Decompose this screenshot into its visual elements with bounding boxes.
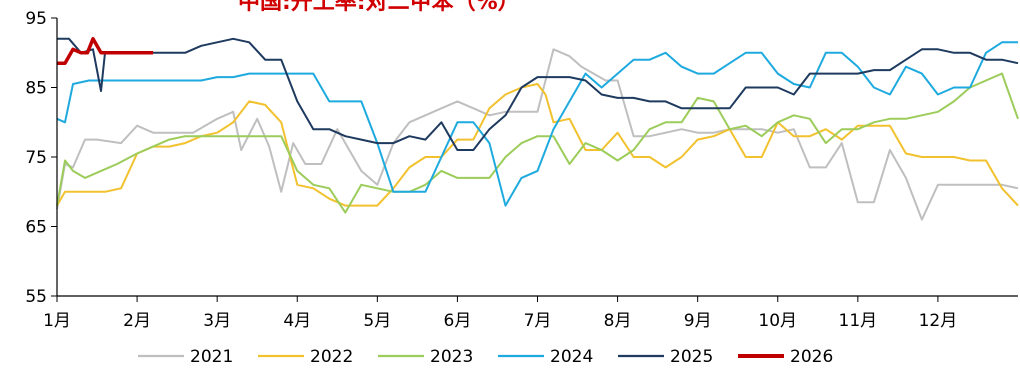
series-line-2025 (57, 37, 1019, 151)
y-tick-label: 65 (25, 218, 47, 238)
axes-layer (56, 18, 1018, 297)
series-line-2023 (56, 72, 1019, 214)
x-tick-label: 6月 (444, 311, 472, 331)
legend-label-2024: 2024 (550, 347, 593, 367)
series-line-2026 (57, 37, 154, 65)
y-tick-label: 95 (25, 9, 47, 29)
x-tick-label: 2月 (123, 311, 151, 331)
x-tick-label: 3月 (203, 311, 231, 331)
series-line-2021 (56, 48, 1019, 221)
x-tick-label: 8月 (604, 311, 632, 331)
legend: 2021 2022 2023 2024 2025 2026 (138, 347, 833, 367)
series-line-2024 (56, 41, 1018, 207)
series-line-2022 (56, 83, 1019, 207)
x-tick-label: 5月 (363, 311, 391, 331)
x-tick-label: 9月 (684, 311, 712, 331)
legend-label-2022: 2022 (310, 347, 353, 367)
x-tick-label: 12月 (919, 311, 958, 331)
y-tick-label: 85 (25, 79, 47, 99)
y-tick-label: 55 (25, 287, 47, 307)
ticks-layer: 55 65 75 85 95 1月 2月 3月 4月 5月 6月 7月 8月 9月 10月 11月 12月 (25, 9, 957, 331)
legend-label-2026: 2026 (790, 347, 833, 367)
legend-label-2023: 2023 (430, 347, 473, 367)
chart-title: 中国:开工率:对二甲苯（%） (238, 0, 520, 15)
legend-label-2021: 2021 (190, 347, 233, 367)
y-tick-label: 75 (25, 148, 47, 168)
x-tick-label: 7月 (524, 311, 552, 331)
x-tick-label: 11月 (839, 311, 878, 331)
x-tick-label: 10月 (758, 311, 797, 331)
legend-label-2025: 2025 (670, 347, 713, 367)
x-tick-label: 4月 (283, 311, 311, 331)
series-layer (56, 37, 1019, 221)
x-tick-label: 1月 (43, 311, 71, 331)
